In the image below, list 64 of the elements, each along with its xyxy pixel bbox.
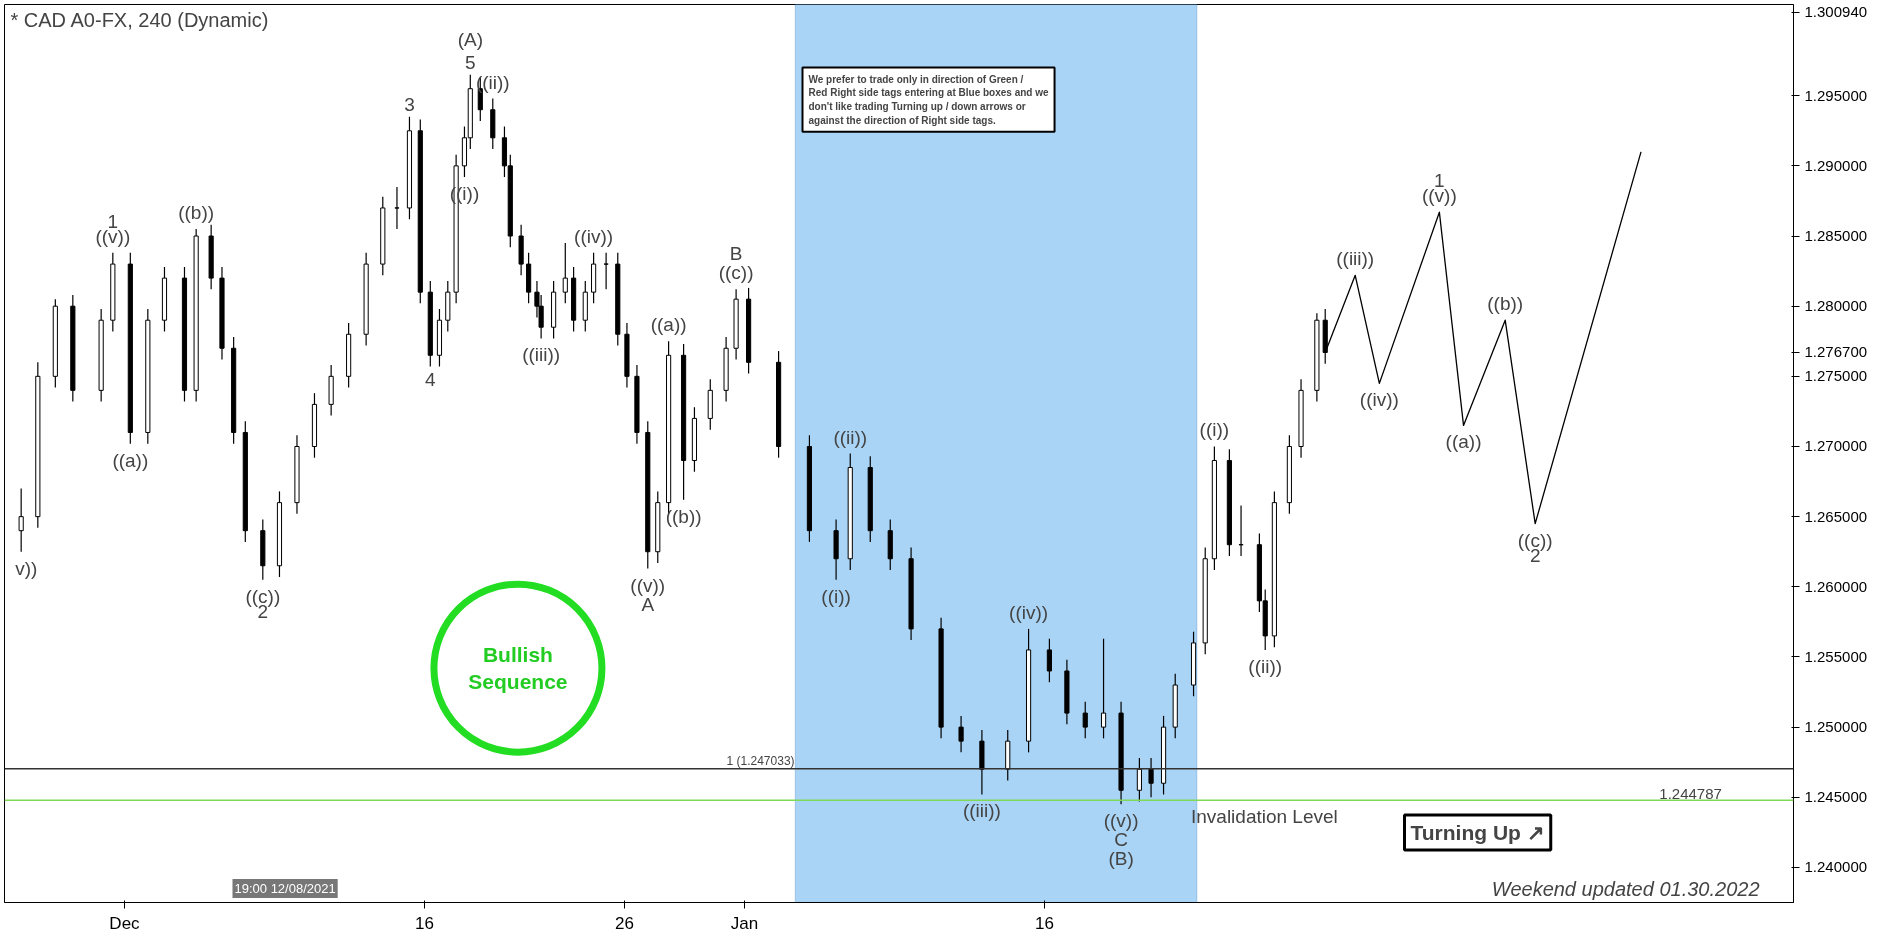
x-tick-label: 16 xyxy=(1034,913,1054,933)
ref-line-label: 1.244787 xyxy=(1659,785,1722,803)
annotation: ((a)) xyxy=(650,314,687,336)
annotation: 4 xyxy=(425,368,437,390)
x-tick-label: Dec xyxy=(109,913,141,933)
annotation: ((iv)) xyxy=(574,225,614,247)
y-tick-label: 1.275000 xyxy=(1804,367,1868,385)
annotation: 5 xyxy=(465,51,476,73)
annotation: 3 xyxy=(404,93,415,115)
annotation: ((i)) xyxy=(821,585,851,607)
candlestick xyxy=(1082,701,1088,739)
y-tick-label: 1.250000 xyxy=(1804,718,1868,736)
candlestick xyxy=(394,186,400,230)
annotation: (A) xyxy=(457,28,483,50)
y-tick-label: 1.280000 xyxy=(1804,297,1868,315)
annotation: B xyxy=(729,243,743,265)
annotation: ((c)) xyxy=(718,262,754,284)
y-tick-label: 1.295000 xyxy=(1804,86,1868,104)
annotation: ((iv)) xyxy=(1359,389,1399,411)
x-tick-label: 26 xyxy=(614,913,634,933)
ref-line-label: 1 (1.247033) xyxy=(726,753,795,768)
annotation: ((b)) xyxy=(665,505,702,527)
y-tick-label: 1.270000 xyxy=(1804,437,1868,455)
y-tick-label: 1.290000 xyxy=(1804,156,1868,174)
annotation: ((v)) xyxy=(1103,810,1139,832)
annotation: v)) xyxy=(15,557,38,579)
y-tick-label: 1.300940 xyxy=(1804,3,1868,21)
candlestick xyxy=(18,487,24,553)
y-tick-label: 1.240000 xyxy=(1804,858,1868,876)
annotation: ((iv)) xyxy=(1009,601,1049,623)
y-tick-label: 1.255000 xyxy=(1804,647,1868,665)
candlestick xyxy=(958,715,964,753)
annotation: ((b)) xyxy=(1487,293,1524,315)
y-tick-label: 1.245000 xyxy=(1804,788,1868,806)
annotation: 19:00 12/08/2021 xyxy=(234,881,336,896)
x-tick-label: Jan xyxy=(730,913,759,933)
annotation: ((b)) xyxy=(178,202,215,223)
annotation: ((ii)) xyxy=(833,426,868,448)
annotation: Invalidation Level xyxy=(1190,806,1338,828)
annotation: 1 xyxy=(1434,170,1445,192)
candlestick xyxy=(1136,757,1142,803)
candlestick xyxy=(1046,638,1052,683)
candlestick xyxy=(1100,638,1107,739)
annotation: Bullish Sequence xyxy=(468,642,568,694)
annotation: ((ii)) xyxy=(1248,655,1283,677)
annotation: ((a)) xyxy=(1445,431,1482,453)
candlestick xyxy=(562,242,568,304)
y-tick-label: 1.285000 xyxy=(1804,227,1868,245)
annotation: We prefer to trade only in direction of Green / Red Right side tags entering at Blue boxes and we don't like trading Turning up / down arrows or against the direction of Right side tags. xyxy=(808,73,1049,126)
annotation: ((i)) xyxy=(1199,419,1230,441)
y-tick-label: 1.260000 xyxy=(1804,577,1868,595)
candlestick xyxy=(603,252,609,290)
y-tick-label: 1.265000 xyxy=(1804,507,1868,525)
annotation: ((iii)) xyxy=(522,344,561,366)
x-tick-label: 16 xyxy=(415,913,434,933)
candlestick xyxy=(1148,757,1154,798)
annotation: ((iii)) xyxy=(962,800,1001,822)
chart-title: * CAD A0-FX, 240 (Dynamic) xyxy=(10,8,269,31)
annotation: ((iii)) xyxy=(1336,248,1375,270)
annotation: ((a)) xyxy=(112,449,149,471)
annotation: (B) xyxy=(1108,848,1134,870)
y-tick-label: 1.276700 xyxy=(1804,343,1868,361)
annotation: Turning Up ↗ xyxy=(1410,821,1545,844)
annotation: Weekend updated 01.30.2022 xyxy=(1491,877,1760,900)
